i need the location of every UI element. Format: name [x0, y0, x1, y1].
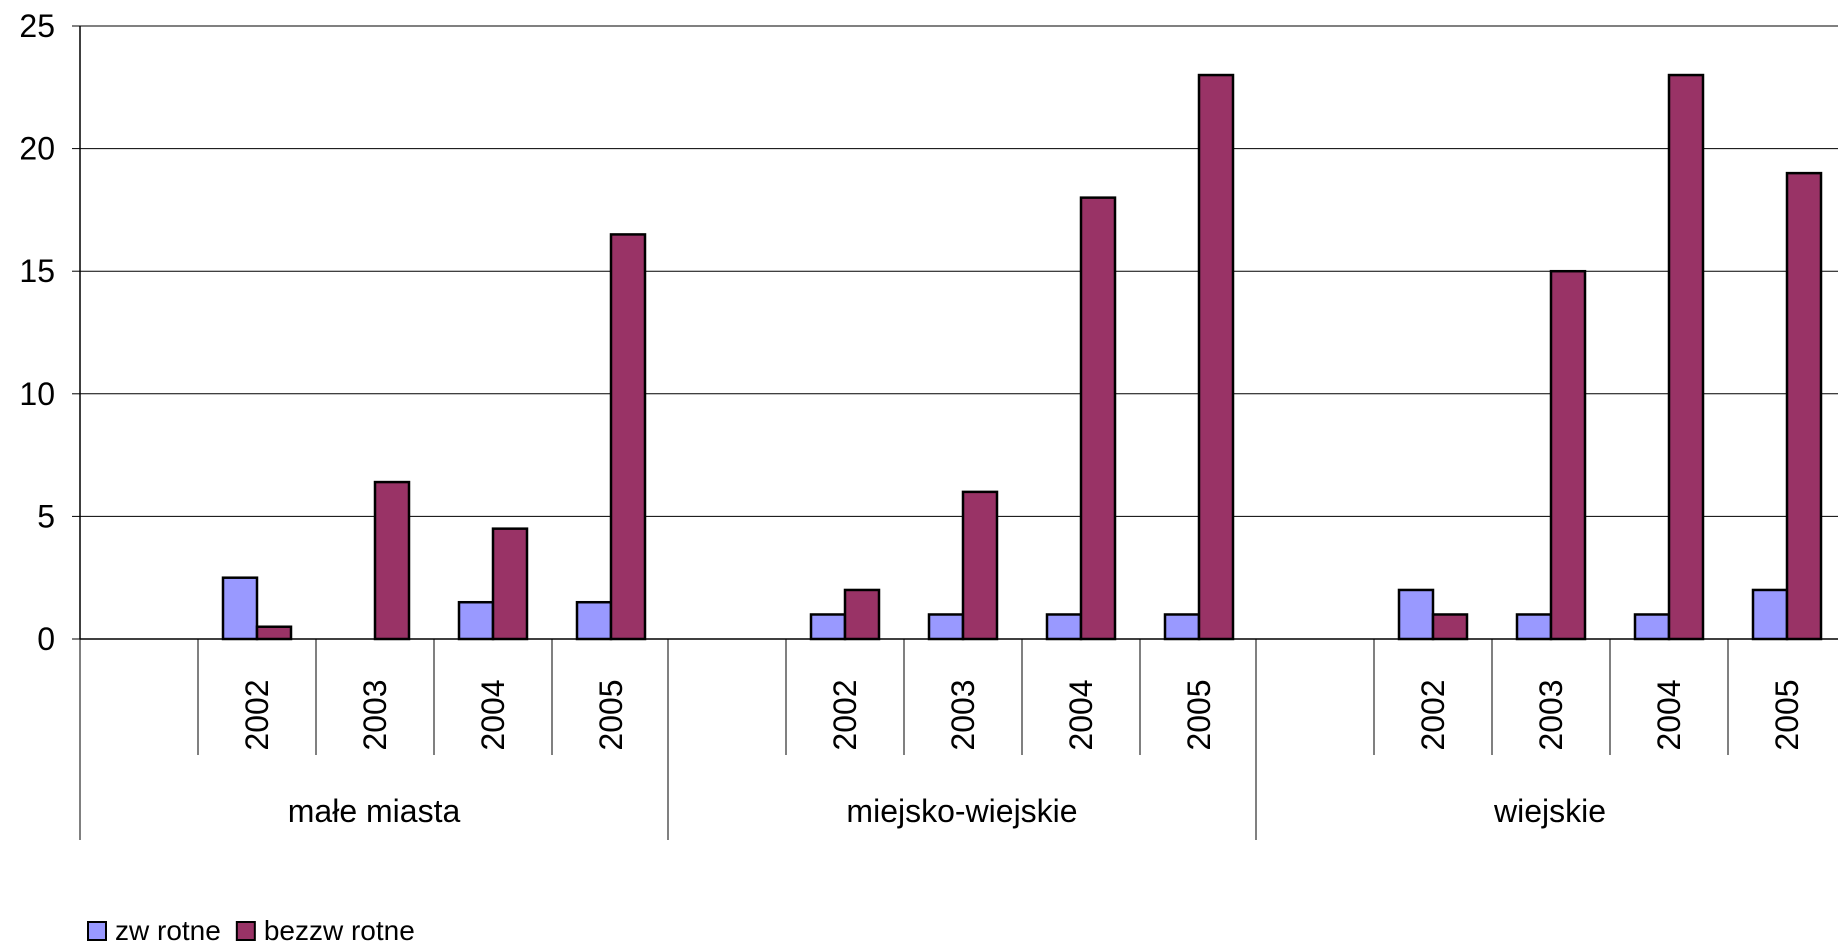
bar-bezzwrotne: [843, 588, 881, 641]
bar-zwrotne: [1397, 588, 1435, 641]
y-tick-label: 15: [19, 253, 55, 289]
bar-zwrotne: [221, 576, 259, 641]
year-label: 2003: [357, 679, 393, 750]
year-label: 2004: [475, 679, 511, 750]
legend: zw rotne bezzw rotne: [87, 915, 415, 946]
x-axis-labels: 2002 2003 2004 2005 małe miasta 2002 2003 2004 2…: [239, 679, 1805, 829]
bar-zwrotne: [1751, 588, 1789, 641]
year-label: 2002: [827, 679, 863, 750]
gridlines: [80, 25, 1838, 517]
group-label: małe miasta: [288, 793, 461, 829]
year-label: 2004: [1063, 679, 1099, 750]
legend-swatch: [235, 921, 256, 941]
year-label: 2005: [593, 679, 629, 750]
bar-zwrotne: [1515, 613, 1553, 641]
bar-bezzwrotne: [609, 233, 647, 641]
bar-bezzwrotne: [491, 527, 529, 641]
bar-zwrotne: [809, 613, 847, 641]
bar-zwrotne: [1045, 613, 1083, 641]
year-label: 2003: [945, 679, 981, 750]
axes: [79, 26, 1838, 840]
bar-bezzwrotne: [961, 490, 999, 641]
bar-bezzwrotne: [1667, 73, 1705, 641]
y-tick-label: 0: [37, 621, 55, 657]
bar-bezzwrotne: [1431, 613, 1469, 641]
bar-zwrotne: [457, 600, 495, 641]
y-tick-label: 10: [19, 376, 55, 412]
y-tick-label: 5: [37, 498, 55, 534]
y-tick-label: 20: [19, 131, 55, 167]
legend-label: zw rotne: [115, 915, 221, 946]
bar-bezzwrotne: [1079, 196, 1117, 641]
legend-label: bezzw rotne: [264, 915, 415, 946]
bar-bezzwrotne: [1197, 73, 1235, 641]
bar-bezzwrotne: [1549, 269, 1587, 641]
group-label: wiejskie: [1493, 793, 1606, 829]
year-label: 2003: [1533, 679, 1569, 750]
year-label: 2005: [1769, 679, 1805, 750]
year-label: 2002: [1415, 679, 1451, 750]
group-label: miejsko-wiejskie: [846, 793, 1077, 829]
bar-zwrotne: [1633, 613, 1671, 641]
y-axis-ticks: 0 5 10 15 20 25: [19, 8, 80, 657]
bars: [221, 73, 1823, 641]
y-tick-label: 25: [19, 8, 55, 44]
year-label: 2002: [239, 679, 275, 750]
bar-bezzwrotne: [1785, 171, 1823, 641]
bar-bezzwrotne: [373, 480, 411, 641]
legend-swatch: [87, 921, 107, 941]
year-label: 2005: [1181, 679, 1217, 750]
bar-zwrotne: [575, 600, 613, 641]
bar-bezzwrotne: [255, 625, 293, 641]
bar-zwrotne: [927, 613, 965, 641]
bar-zwrotne: [1163, 613, 1201, 641]
year-label: 2004: [1651, 679, 1687, 750]
